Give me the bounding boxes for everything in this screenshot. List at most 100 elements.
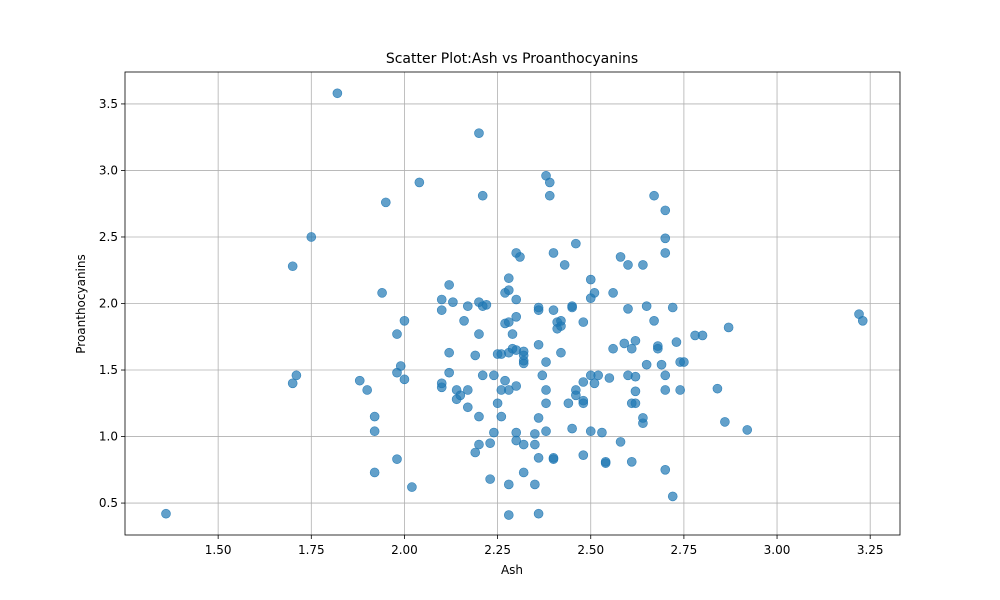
x-tick-label: 2.00 xyxy=(391,543,418,557)
scatter-point xyxy=(414,177,425,188)
scatter-point xyxy=(567,302,577,313)
scatter-point xyxy=(287,378,298,389)
scatter-point xyxy=(544,190,555,201)
scatter-point xyxy=(638,418,648,429)
scatter-point xyxy=(489,427,499,438)
scatter-point xyxy=(533,413,544,423)
scatter-point xyxy=(585,274,596,285)
scatter-point xyxy=(533,508,544,519)
scatter-point xyxy=(671,337,682,347)
y-tick-label: 1.0 xyxy=(99,430,118,444)
scatter-point xyxy=(392,329,402,339)
scatter-point xyxy=(496,411,507,422)
scatter-point xyxy=(477,190,488,201)
scatter-point xyxy=(608,343,618,354)
scatter-point xyxy=(548,248,559,258)
gridlines xyxy=(125,72,900,535)
scatter-point xyxy=(660,465,671,475)
scatter-point xyxy=(507,329,518,339)
scatter-point xyxy=(626,457,637,467)
scatter-point xyxy=(578,317,589,327)
scatter-point xyxy=(518,358,529,369)
scatter-point xyxy=(615,437,626,447)
scatter-point xyxy=(444,347,454,358)
scatter-point xyxy=(530,429,540,439)
scatter-point xyxy=(399,374,410,385)
scatter-point xyxy=(332,88,343,99)
scatter-point xyxy=(533,305,544,315)
scatter-point xyxy=(585,426,596,437)
scatter-point xyxy=(399,315,410,326)
scatter-point xyxy=(392,454,402,464)
x-tick-label: 1.50 xyxy=(205,543,232,557)
scatter-point xyxy=(481,300,492,310)
y-tick-label: 3.0 xyxy=(99,163,118,177)
scatter-point xyxy=(369,467,380,478)
scatter-point xyxy=(556,321,566,331)
scatter-point xyxy=(559,260,570,270)
scatter-point xyxy=(589,288,600,298)
scatter-point xyxy=(600,458,611,468)
scatter-point xyxy=(578,377,589,387)
scatter-point xyxy=(667,302,678,313)
scatter-point xyxy=(623,260,633,270)
y-tick-label: 2.5 xyxy=(99,230,118,244)
scatter-point xyxy=(660,370,671,381)
scatter-point xyxy=(474,329,484,339)
scatter-point xyxy=(530,479,540,490)
scatter-point xyxy=(571,238,581,249)
scatter-point xyxy=(649,315,659,326)
scatter-point xyxy=(448,297,458,307)
scatter-point xyxy=(712,383,723,394)
x-axis-label: Ash xyxy=(501,563,523,577)
y-axis-label: Proanthocyanins xyxy=(74,254,88,354)
scatter-point xyxy=(462,402,473,413)
scatter-point xyxy=(589,378,600,389)
scatter-point xyxy=(485,474,495,484)
scatter-point xyxy=(470,350,481,361)
scatter-point xyxy=(548,305,559,315)
scatter-point xyxy=(626,343,637,354)
scatter-point xyxy=(477,370,488,381)
scatter-point xyxy=(720,417,730,427)
scatter-point xyxy=(533,339,544,350)
scatter-point xyxy=(630,398,641,409)
y-tick-label: 3.5 xyxy=(99,97,118,111)
scatter-point xyxy=(563,398,574,409)
scatter-point xyxy=(474,439,484,450)
scatter-point xyxy=(518,439,529,450)
scatter-point xyxy=(511,381,522,391)
scatter-point xyxy=(436,305,447,315)
scatter-point xyxy=(630,386,641,397)
scatter-point xyxy=(485,438,495,448)
scatter-point xyxy=(641,359,652,370)
scatter-point xyxy=(291,370,302,381)
scatter-point xyxy=(511,294,522,305)
y-tick-label: 2.0 xyxy=(99,297,118,311)
scatter-point xyxy=(492,398,503,409)
scatter-point xyxy=(593,370,603,381)
scatter-point xyxy=(578,398,589,409)
scatter-point xyxy=(697,330,708,341)
scatter-point xyxy=(857,315,868,326)
scatter-point xyxy=(377,288,387,298)
axis-ticks: 1.50 1.75 2.00 2.25 2.50 2.75 3.00 3.25 0.5 1.0 1.… xyxy=(99,97,884,557)
scatter-point xyxy=(369,411,380,422)
scatter-point xyxy=(161,508,171,519)
scatter-point xyxy=(548,453,559,463)
y-tick-label: 0.5 xyxy=(99,496,118,510)
scatter-point xyxy=(660,248,671,258)
scatter-point xyxy=(641,301,652,311)
scatter-point xyxy=(462,301,473,311)
chart-title: Scatter Plot:Ash vs Proanthocyanins xyxy=(386,51,638,67)
scatter-point xyxy=(407,482,417,492)
x-tick-label: 2.25 xyxy=(484,543,511,557)
scatter-point xyxy=(455,390,466,401)
scatter-point xyxy=(533,453,544,463)
scatter-point xyxy=(503,273,514,284)
x-tick-label: 2.50 xyxy=(577,543,604,557)
scatter-point xyxy=(500,375,510,386)
x-tick-label: 1.75 xyxy=(298,543,325,557)
scatter-point xyxy=(462,385,473,395)
